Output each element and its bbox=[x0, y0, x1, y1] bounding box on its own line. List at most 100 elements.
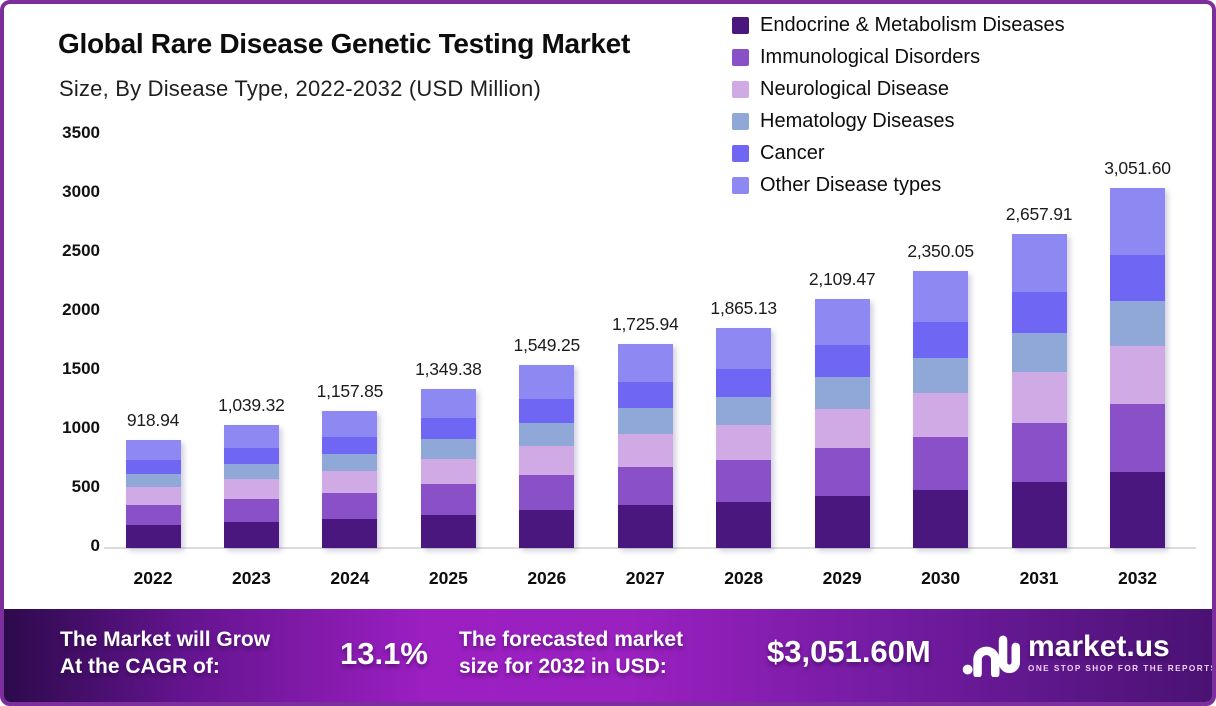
cagr-value: 13.1% bbox=[340, 636, 428, 671]
bar-segment-2024-neurological-disease bbox=[322, 471, 378, 494]
bar-segment-2032-neurological-disease bbox=[1110, 346, 1165, 404]
bar-segment-2030-immunological-disorders bbox=[913, 437, 969, 490]
y-axis-tick-label: 1500 bbox=[62, 359, 100, 378]
legend-swatch-icon bbox=[732, 145, 749, 162]
forecast-label: The forecasted market size for 2032 in U… bbox=[459, 626, 683, 680]
bar-2024 bbox=[322, 411, 378, 548]
bar-segment-2029-hematology-diseases bbox=[814, 377, 870, 409]
bar-segment-2024-hematology-diseases bbox=[322, 454, 378, 472]
x-axis-label-2022: 2022 bbox=[133, 568, 173, 588]
bar-segment-2027-cancer bbox=[617, 382, 673, 409]
bar-segment-2029-other-disease-types bbox=[814, 299, 870, 346]
x-axis-label-2023: 2023 bbox=[231, 568, 271, 588]
bar-segment-2030-endocrine-metabolism-diseases bbox=[913, 489, 969, 548]
legend-label: Immunological Disorders bbox=[760, 46, 981, 68]
total-label-2025: 1,349.38 bbox=[415, 358, 482, 379]
legend-item-immunological-disorders: Immunological Disorders bbox=[732, 46, 1065, 69]
bar-segment-2025-hematology-diseases bbox=[420, 438, 476, 459]
y-axis-tick-label: 500 bbox=[71, 477, 100, 496]
legend-swatch-icon bbox=[732, 177, 749, 194]
bar-segment-2027-other-disease-types bbox=[617, 344, 673, 382]
bar-segment-2023-immunological-disorders bbox=[223, 498, 279, 523]
forecast-label-line2: size for 2032 in USD: bbox=[459, 655, 667, 678]
bar-segment-2031-hematology-diseases bbox=[1011, 333, 1067, 373]
total-label-2022: 918.94 bbox=[126, 409, 180, 430]
legend-label: Neurological Disease bbox=[760, 78, 949, 100]
bar-segment-2032-immunological-disorders bbox=[1110, 403, 1165, 473]
bar-2022 bbox=[125, 439, 181, 548]
cagr-label-line2: At the CAGR of: bbox=[60, 655, 220, 678]
x-axis-label-2025: 2025 bbox=[428, 568, 468, 588]
bar-segment-2029-immunological-disorders bbox=[814, 448, 870, 496]
bar-segment-2022-cancer bbox=[125, 459, 181, 474]
legend-item-cancer: Cancer bbox=[732, 142, 1065, 165]
legend-label: Endocrine & Metabolism Diseases bbox=[760, 14, 1065, 36]
bar-segment-2029-neurological-disease bbox=[814, 408, 870, 449]
forecast-label-line1: The forecasted market bbox=[459, 628, 684, 651]
total-label-2031: 2,657.91 bbox=[1005, 204, 1073, 225]
footer-banner: The Market will Grow At the CAGR of: 13.… bbox=[4, 609, 1212, 702]
brand-logo: market.us ONE STOP SHOP FOR THE REPORTS bbox=[962, 631, 1216, 682]
bar-segment-2028-neurological-disease bbox=[716, 424, 772, 460]
total-label-2026: 1,549.25 bbox=[513, 335, 581, 356]
bar-2026 bbox=[519, 365, 575, 548]
bar-segment-2032-hematology-diseases bbox=[1110, 301, 1165, 347]
bar-segment-2030-hematology-diseases bbox=[913, 358, 969, 393]
forecast-value: $3,051.60M bbox=[767, 634, 931, 669]
bar-segment-2023-endocrine-metabolism-diseases bbox=[223, 522, 279, 548]
brand-text: market.us ONE STOP SHOP FOR THE REPORTS bbox=[1028, 631, 1216, 674]
x-axis-label-2031: 2031 bbox=[1019, 568, 1059, 588]
x-axis-label-2026: 2026 bbox=[527, 568, 567, 588]
total-label-2024: 1,157.85 bbox=[316, 381, 384, 402]
bar-segment-2028-endocrine-metabolism-diseases bbox=[716, 501, 772, 548]
y-axis-tick-label: 0 bbox=[90, 536, 100, 555]
bar-segment-2023-neurological-disease bbox=[223, 479, 279, 499]
chart-subtitle: Size, By Disease Type, 2022-2032 (USD Mi… bbox=[59, 76, 542, 101]
y-axis-tick-label: 2000 bbox=[62, 300, 100, 319]
bar-segment-2023-other-disease-types bbox=[223, 425, 279, 449]
bar-segment-2025-endocrine-metabolism-diseases bbox=[420, 514, 476, 548]
x-axis-label-2027: 2027 bbox=[625, 568, 665, 588]
brand-tagline: ONE STOP SHOP FOR THE REPORTS bbox=[1028, 664, 1216, 673]
bar-segment-2022-neurological-disease bbox=[125, 487, 181, 505]
y-axis-tick-label: 2500 bbox=[62, 241, 100, 260]
x-axis-line bbox=[104, 547, 1196, 549]
legend-item-endocrine-metabolism-diseases: Endocrine & Metabolism Diseases bbox=[732, 14, 1065, 37]
y-axis-tick-label: 3500 bbox=[62, 123, 100, 142]
total-label-2029: 2,109.47 bbox=[808, 269, 876, 290]
total-label-2030: 2,350.05 bbox=[907, 240, 974, 261]
bar-segment-2026-neurological-disease bbox=[519, 445, 575, 475]
bar-segment-2024-cancer bbox=[322, 436, 378, 455]
bar-segment-2028-immunological-disorders bbox=[716, 459, 772, 502]
bar-segment-2022-immunological-disorders bbox=[125, 504, 181, 526]
bar-segment-2030-neurological-disease bbox=[913, 392, 969, 438]
bar-segment-2022-endocrine-metabolism-diseases bbox=[125, 525, 181, 548]
bar-segment-2026-hematology-diseases bbox=[519, 422, 575, 446]
total-label-2023: 1,039.32 bbox=[218, 395, 285, 416]
x-axis-label-2028: 2028 bbox=[724, 568, 764, 588]
legend: Endocrine & Metabolism Diseases Immunolog… bbox=[732, 14, 1065, 197]
legend-item-other-disease-types: Other Disease types bbox=[732, 174, 1065, 197]
bar-segment-2024-other-disease-types bbox=[322, 411, 378, 437]
bar-2029 bbox=[814, 299, 870, 548]
bar-segment-2029-endocrine-metabolism-diseases bbox=[814, 495, 870, 548]
bar-2027 bbox=[617, 344, 673, 548]
market-us-logo-icon bbox=[962, 631, 1020, 682]
total-label-2032: 3,051.60 bbox=[1104, 157, 1171, 178]
legend-item-hematology-diseases: Hematology Diseases bbox=[732, 110, 1065, 133]
bar-segment-2027-endocrine-metabolism-diseases bbox=[617, 505, 673, 548]
cagr-label: The Market will Grow At the CAGR of: bbox=[60, 626, 270, 680]
bar-2025 bbox=[420, 388, 476, 548]
x-axis-label-2029: 2029 bbox=[822, 568, 862, 588]
x-axis-label-2030: 2030 bbox=[921, 568, 961, 588]
bar-segment-2031-cancer bbox=[1011, 292, 1067, 334]
bar-segment-2022-hematology-diseases bbox=[125, 473, 181, 488]
bar-segment-2025-other-disease-types bbox=[420, 388, 476, 419]
bar-segment-2026-other-disease-types bbox=[519, 365, 575, 399]
legend-item-neurological-disease: Neurological Disease bbox=[732, 78, 1065, 101]
bar-segment-2027-neurological-disease bbox=[617, 433, 673, 467]
plot-area: 0 500 1000 1500 2000 2500 3000 3500 918.94 2022 1,… bbox=[4, 4, 1212, 624]
bar-segment-2031-endocrine-metabolism-diseases bbox=[1011, 482, 1067, 548]
bar-segment-2028-other-disease-types bbox=[716, 327, 772, 369]
bar-segment-2024-endocrine-metabolism-diseases bbox=[322, 519, 378, 548]
